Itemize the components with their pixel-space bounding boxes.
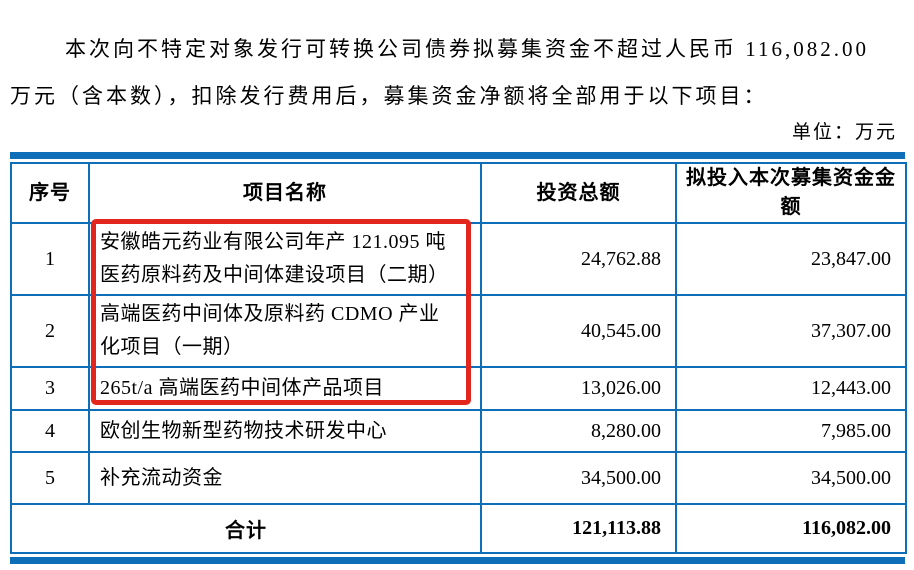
col-header-raised-funds: 拟投入本次募集资金金额 <box>675 162 907 224</box>
investment-amount: 13,026.00 <box>480 366 677 411</box>
table-row: 4 欧创生物新型药物技术研发中心 8,280.00 7,985.00 <box>10 409 907 453</box>
col-header-seq: 序号 <box>10 162 90 224</box>
table-row: 1 安徽皓元药业有限公司年产 121.095 吨医药原料药及中间体建设项目（二期）… <box>10 222 907 296</box>
project-name-cell: 补充流动资金 <box>88 451 482 505</box>
table-row: 2 高端医药中间体及原料药 CDMO 产业 化项目（一期） 40,545.00 37,3… <box>10 294 907 368</box>
project-name-line: 医药原料药及中间体建设项目（二期） <box>100 264 449 286</box>
total-label: 合计 <box>10 503 482 554</box>
investment-amount: 40,545.00 <box>480 294 677 368</box>
project-name-cell: 欧创生物新型药物技术研发中心 <box>88 409 482 453</box>
project-name-cell: 高端医药中间体及原料药 CDMO 产业 化项目（一期） <box>88 294 482 368</box>
project-name-line: 欧创生物新型药物技术研发中心 <box>100 419 387 442</box>
intro-line-2: 万元（含本数），扣除发行费用后，募集资金净额将全部用于以下项目： <box>10 84 768 108</box>
unit-label: 单位：万元 <box>791 122 897 143</box>
project-name-cell: 安徽皓元药业有限公司年产 121.095 吨医药原料药及中间体建设项目（二期） <box>88 222 482 296</box>
project-name-line: 高端医药中间体及原料药 CDMO 产业 <box>100 303 440 325</box>
table-top-rule <box>10 152 905 159</box>
table-row: 3 265t/a 高端医药中间体产品项目 13,026.00 12,443.00 <box>10 366 907 411</box>
col-header-investment: 投资总额 <box>480 162 677 224</box>
total-raised: 116,082.00 <box>675 503 907 554</box>
total-row: 合计 121,113.88 116,082.00 <box>10 503 907 554</box>
row-seq: 2 <box>10 294 90 368</box>
project-name-cell: 265t/a 高端医药中间体产品项目 <box>88 366 482 411</box>
raised-amount: 12,443.00 <box>675 366 907 411</box>
investment-amount: 34,500.00 <box>480 451 677 505</box>
table-row: 5 补充流动资金 34,500.00 34,500.00 <box>10 451 907 505</box>
header-row: 序号 项目名称 投资总额 拟投入本次募集资金金额 <box>10 162 907 224</box>
raised-amount: 23,847.00 <box>675 222 907 296</box>
raised-amount: 37,307.00 <box>675 294 907 368</box>
row-seq: 1 <box>10 222 90 296</box>
investment-amount: 24,762.88 <box>480 222 677 296</box>
raised-amount: 34,500.00 <box>675 451 907 505</box>
table-body: 1 安徽皓元药业有限公司年产 121.095 吨医药原料药及中间体建设项目（二期）… <box>10 222 907 505</box>
project-name-line: 化项目（一期） <box>100 336 244 358</box>
fund-usage-table-container: 序号 项目名称 投资总额 拟投入本次募集资金金额 1 安徽皓元药业有限公司年产 1… <box>10 152 907 564</box>
intro-paragraph: 本次向不特定对象发行可转换公司债券拟募集资金不超过人民币 116,082.00 … <box>10 26 904 120</box>
investment-amount: 8,280.00 <box>480 409 677 453</box>
fund-usage-table: 序号 项目名称 投资总额 拟投入本次募集资金金额 1 安徽皓元药业有限公司年产 1… <box>10 162 907 554</box>
table-bottom-rule <box>10 557 905 564</box>
total-investment: 121,113.88 <box>480 503 677 554</box>
project-name-line: 安徽皓元药业有限公司年产 121.095 吨 <box>100 231 446 253</box>
row-seq: 4 <box>10 409 90 453</box>
row-seq: 3 <box>10 366 90 411</box>
intro-line-1: 本次向不特定对象发行可转换公司债券拟募集资金不超过人民币 116,082.00 <box>65 37 869 61</box>
table-header: 序号 项目名称 投资总额 拟投入本次募集资金金额 <box>10 162 907 224</box>
row-seq: 5 <box>10 451 90 505</box>
project-name-line: 补充流动资金 <box>100 466 223 489</box>
raised-amount: 7,985.00 <box>675 409 907 453</box>
table-footer: 合计 121,113.88 116,082.00 <box>10 503 907 554</box>
project-name-line: 265t/a 高端医药中间体产品项目 <box>100 377 384 399</box>
col-header-project-name: 项目名称 <box>88 162 482 224</box>
